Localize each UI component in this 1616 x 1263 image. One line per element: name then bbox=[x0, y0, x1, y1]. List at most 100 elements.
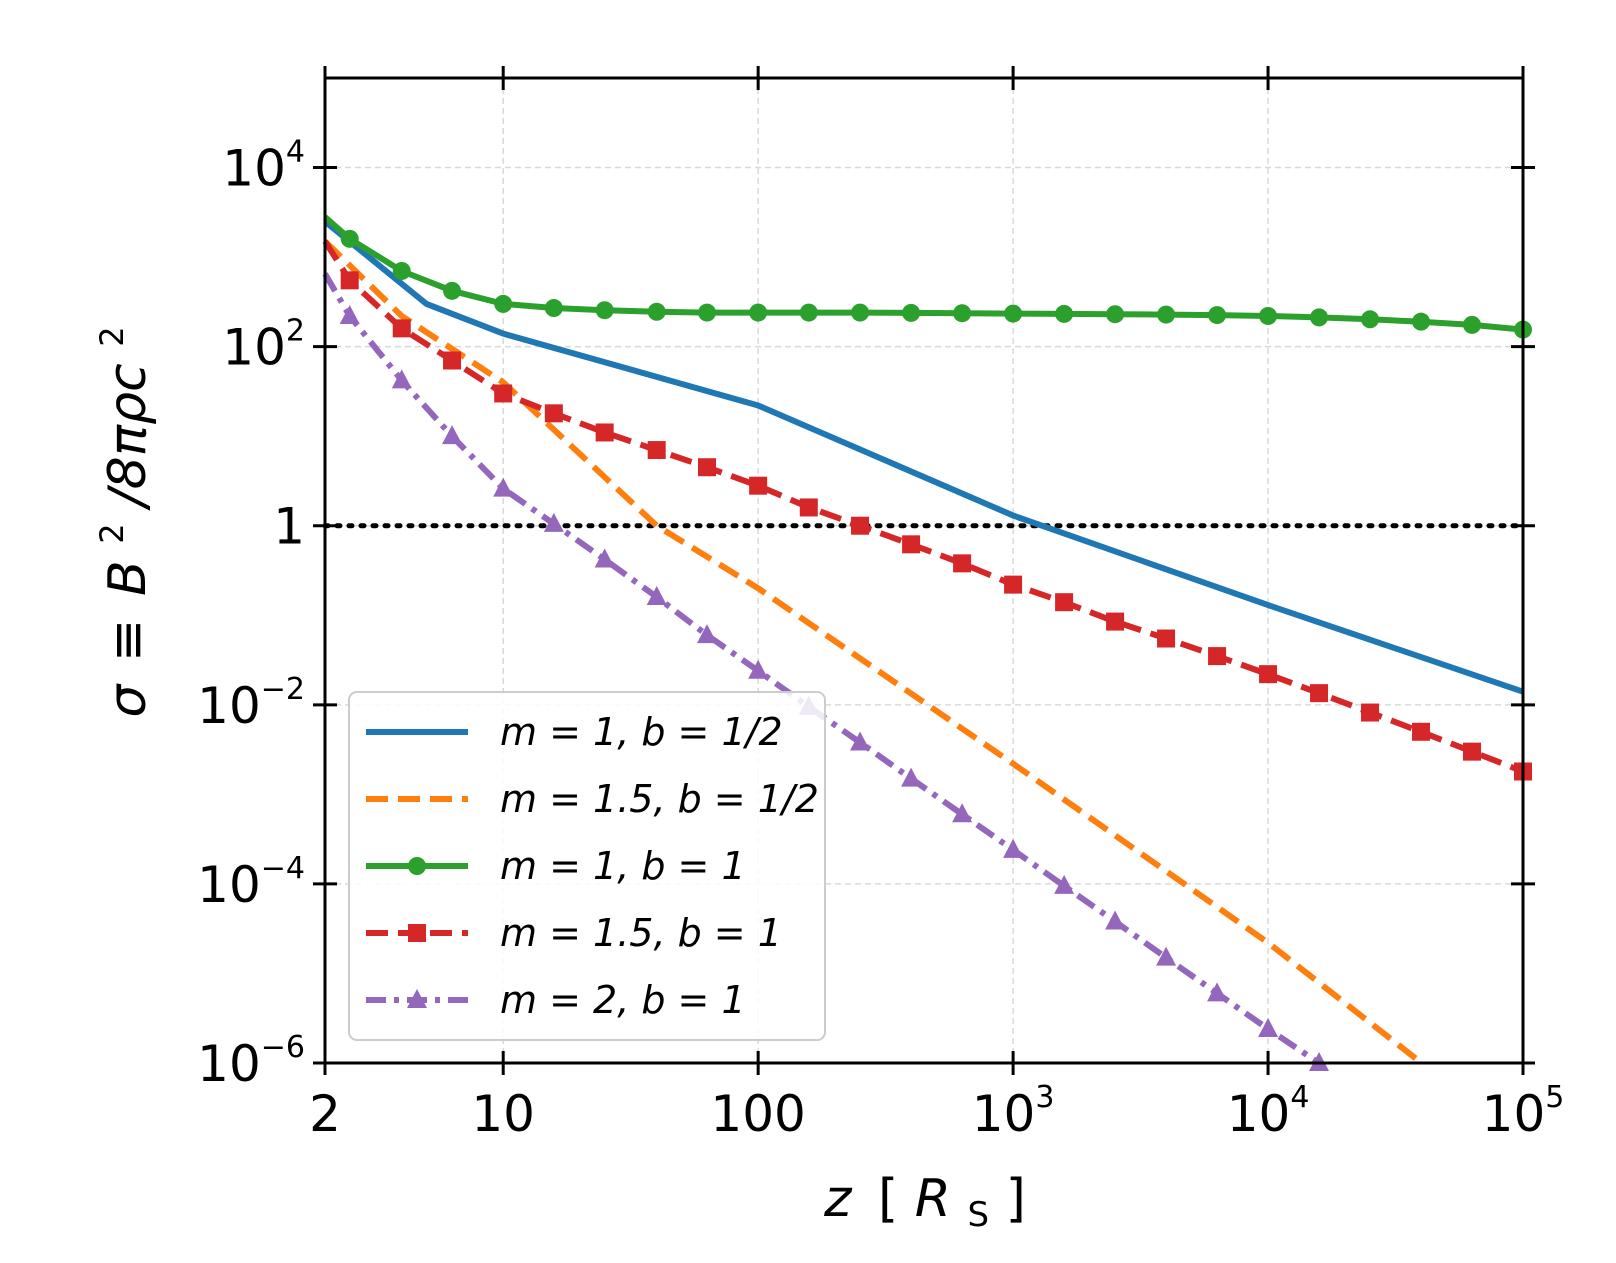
x-tick-exp: 3 bbox=[1035, 1080, 1054, 1115]
series-3-point bbox=[1106, 305, 1125, 324]
series-4-point bbox=[340, 271, 359, 290]
x-axis-var: z bbox=[823, 1169, 853, 1229]
x-axis-unit-sub: S bbox=[967, 1195, 989, 1235]
y-axis-op: ≡ bbox=[98, 618, 158, 662]
x-axis-unit: R bbox=[915, 1169, 951, 1229]
series-3-point bbox=[902, 303, 921, 322]
series-4-point bbox=[494, 384, 513, 403]
series-5-point bbox=[646, 585, 667, 605]
y-tick-exp: 2 bbox=[286, 314, 305, 349]
y-tick-label: 10−2 bbox=[197, 672, 305, 735]
series-4-point bbox=[443, 351, 462, 370]
series-4-point bbox=[749, 476, 768, 495]
y-axis-B-exp: 2 bbox=[93, 523, 131, 543]
y-axis-rest: /8πρc bbox=[98, 363, 158, 511]
y-tick-base: 10 bbox=[197, 677, 261, 735]
legend-label-5: m = 2, b = 1 bbox=[500, 978, 746, 1022]
series-3-point bbox=[749, 303, 768, 322]
legend-label-1: m = 1, b = 1/2 bbox=[500, 710, 783, 754]
x-axis-open: [ bbox=[878, 1169, 898, 1229]
series-5-point bbox=[442, 425, 463, 445]
x-axis-close: ] bbox=[1006, 1169, 1026, 1229]
y-tick-base: 1 bbox=[273, 498, 305, 556]
y-tick-exp: −4 bbox=[261, 851, 305, 886]
series-3-point bbox=[443, 281, 462, 300]
x-tick-base: 2 bbox=[309, 1085, 341, 1143]
y-tick-exp: 4 bbox=[286, 135, 305, 170]
series-4-point bbox=[1004, 575, 1023, 594]
x-tick-label: 10 bbox=[471, 1085, 535, 1143]
x-tick-base: 10 bbox=[471, 1085, 535, 1143]
series-3-point bbox=[1055, 304, 1074, 323]
y-axis-lhs: σ bbox=[98, 683, 158, 718]
x-tick-base: 100 bbox=[710, 1085, 805, 1143]
series-5-point bbox=[1156, 946, 1177, 966]
x-tick-label: 104 bbox=[1227, 1080, 1310, 1143]
y-tick-base: 10 bbox=[222, 319, 286, 377]
x-tick-base: 10 bbox=[972, 1085, 1036, 1143]
series-3-point bbox=[1004, 304, 1023, 323]
series-5-point bbox=[493, 477, 514, 497]
y-tick-base: 10 bbox=[222, 140, 286, 198]
series-4-point bbox=[647, 441, 666, 460]
series-line-5 bbox=[322, 272, 1321, 1066]
series-3-point bbox=[544, 299, 563, 318]
legend-box bbox=[348, 691, 826, 1041]
y-axis-label: σ ≡ B 2 /8πρc 2 bbox=[76, 326, 158, 717]
x-tick-label: 103 bbox=[972, 1080, 1055, 1143]
series-5-point bbox=[1207, 982, 1228, 1002]
series-4-point bbox=[953, 554, 972, 573]
series-5-point bbox=[391, 369, 412, 389]
y-tick-base: 10 bbox=[197, 1035, 261, 1093]
series-3-point bbox=[1259, 306, 1278, 325]
legend-marker-4 bbox=[408, 924, 426, 942]
series-5-point bbox=[1105, 910, 1126, 930]
series-3-point bbox=[1310, 308, 1329, 327]
series-3-point bbox=[392, 261, 411, 280]
series-4-point bbox=[1463, 742, 1482, 761]
y-tick-label: 10−4 bbox=[197, 851, 305, 914]
legend-marker-3 bbox=[408, 857, 426, 875]
series-4-point bbox=[1412, 722, 1431, 741]
legend-marker-5 bbox=[407, 989, 427, 1008]
legend-entries: m = 1, b = 1/2 m = 1.5, b = 1/2 m = 1, b =… bbox=[366, 710, 819, 1022]
series-3-point bbox=[1208, 306, 1227, 325]
y-axis-B: B bbox=[98, 560, 158, 596]
series-5-point bbox=[594, 548, 615, 568]
y-tick-base: 10 bbox=[197, 856, 261, 914]
series-5-point bbox=[1003, 838, 1024, 858]
y-tick-label: 10−6 bbox=[197, 1030, 305, 1093]
series-4-point bbox=[544, 404, 563, 423]
series-5-point bbox=[1258, 1017, 1279, 1037]
series-3-point bbox=[1361, 310, 1380, 329]
series-5-point bbox=[952, 803, 973, 823]
series-4-point bbox=[902, 535, 921, 554]
series-3-point bbox=[697, 303, 716, 322]
y-tick-exp: −6 bbox=[261, 1030, 305, 1065]
series-3-point bbox=[647, 302, 666, 321]
y-tick-label: 1 bbox=[273, 498, 305, 556]
series-3-point bbox=[1412, 312, 1431, 331]
x-tick-labels: 2 10 100 103 104 105 bbox=[309, 1080, 1564, 1143]
series-5-point bbox=[748, 659, 769, 679]
ticks bbox=[313, 66, 1535, 1075]
series-4-point bbox=[697, 458, 716, 477]
legend-label-4: m = 1.5, b = 1 bbox=[500, 911, 782, 955]
series-3-point bbox=[953, 304, 972, 323]
series-markers bbox=[339, 229, 1532, 1071]
series-4-point bbox=[851, 516, 870, 535]
series-line-1 bbox=[323, 219, 1524, 695]
series-5-point bbox=[850, 731, 871, 751]
series-3-point bbox=[851, 303, 870, 322]
series-3-point bbox=[799, 303, 818, 322]
legend-label-2: m = 1.5, b = 1/2 bbox=[500, 777, 819, 821]
x-axis-label: z [ R S ] bbox=[823, 1169, 1026, 1239]
series-4-point bbox=[1259, 665, 1278, 684]
y-axis-c-exp: 2 bbox=[93, 326, 131, 346]
series-4-point bbox=[1157, 629, 1176, 648]
series-4-point bbox=[1208, 647, 1227, 666]
series-5-point bbox=[696, 624, 717, 644]
x-tick-base: 10 bbox=[1227, 1085, 1291, 1143]
